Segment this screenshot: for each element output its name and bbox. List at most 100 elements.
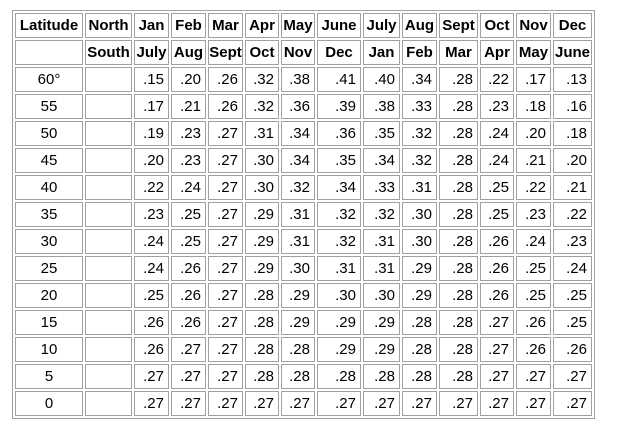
value-cell: .27 [171, 337, 206, 362]
value-cell: .18 [516, 94, 551, 119]
value-cell: .21 [516, 148, 551, 173]
value-cell: .29 [245, 256, 279, 281]
empty-cell [85, 256, 132, 281]
latitude-cell: 50 [15, 121, 83, 146]
value-cell: .28 [439, 337, 478, 362]
value-cell: .26 [480, 283, 514, 308]
value-cell: .25 [171, 229, 206, 254]
value-cell: .35 [363, 121, 400, 146]
value-cell: .25 [134, 283, 169, 308]
latitude-cell: 25 [15, 256, 83, 281]
value-cell: .23 [134, 202, 169, 227]
value-cell: .22 [480, 67, 514, 92]
value-cell: .26 [553, 337, 592, 362]
value-cell: .24 [480, 121, 514, 146]
empty-cell [85, 94, 132, 119]
month-header-cell: June [553, 40, 592, 65]
value-cell: .21 [553, 175, 592, 200]
value-cell: .20 [171, 67, 206, 92]
value-cell: .27 [439, 391, 478, 416]
month-header-cell: Jan [134, 13, 169, 38]
value-cell: .25 [516, 256, 551, 281]
value-cell: .32 [245, 67, 279, 92]
value-cell: .28 [439, 67, 478, 92]
value-cell: .27 [208, 283, 243, 308]
value-cell: .26 [134, 337, 169, 362]
month-header-cell: Mar [208, 13, 243, 38]
value-cell: .32 [317, 229, 361, 254]
value-cell: .24 [171, 175, 206, 200]
value-cell: .29 [317, 337, 361, 362]
table-row: 60° .15.20.26.32.38.41.40.34.28.22.17.13 [15, 67, 592, 92]
empty-cell [85, 229, 132, 254]
month-header-cell: May [281, 13, 315, 38]
value-cell: .20 [134, 148, 169, 173]
value-cell: .33 [402, 94, 437, 119]
month-header-cell: July [363, 13, 400, 38]
value-cell: .38 [363, 94, 400, 119]
empty-cell [85, 337, 132, 362]
value-cell: .27 [208, 202, 243, 227]
value-cell: .26 [208, 67, 243, 92]
value-cell: .28 [402, 310, 437, 335]
value-cell: .34 [402, 67, 437, 92]
value-cell: .29 [363, 337, 400, 362]
table-row: 35.23.25.27.29.31.32.32.30.28.25.23.22 [15, 202, 592, 227]
value-cell: .27 [480, 310, 514, 335]
value-cell: .29 [363, 310, 400, 335]
table-row: 5.27.27.27.28.28.28.28.28.28.27.27.27 [15, 364, 592, 389]
value-cell: .34 [317, 175, 361, 200]
latitude-header-cell: Latitude [15, 13, 83, 38]
latitude-cell: 55 [15, 94, 83, 119]
value-cell: .24 [516, 229, 551, 254]
value-cell: .38 [281, 67, 315, 92]
value-cell: .28 [245, 364, 279, 389]
value-cell: .41 [317, 67, 361, 92]
month-header-cell: Oct [245, 40, 279, 65]
value-cell: .27 [553, 364, 592, 389]
value-cell: .32 [402, 148, 437, 173]
value-cell: .34 [281, 121, 315, 146]
value-cell: .25 [516, 283, 551, 308]
value-cell: .26 [516, 337, 551, 362]
latitude-cell: 15 [15, 310, 83, 335]
value-cell: .23 [553, 229, 592, 254]
header-row-south: South July Aug Sept Oct Nov Dec Jan Feb Mar Apr May… [15, 40, 592, 65]
value-cell: .26 [134, 310, 169, 335]
value-cell: .34 [363, 148, 400, 173]
value-cell: .31 [281, 229, 315, 254]
value-cell: .24 [134, 229, 169, 254]
month-header-cell: Feb [402, 40, 437, 65]
value-cell: .23 [171, 121, 206, 146]
value-cell: .30 [245, 175, 279, 200]
value-cell: .28 [439, 283, 478, 308]
value-cell: .31 [245, 121, 279, 146]
value-cell: .28 [439, 148, 478, 173]
value-cell: .34 [281, 148, 315, 173]
value-cell: .30 [402, 202, 437, 227]
value-cell: .27 [208, 310, 243, 335]
empty-cell [85, 148, 132, 173]
value-cell: .31 [363, 229, 400, 254]
value-cell: .28 [439, 229, 478, 254]
value-cell: .19 [134, 121, 169, 146]
value-cell: .28 [439, 121, 478, 146]
value-cell: .39 [317, 94, 361, 119]
table-row: 45.20.23.27.30.34.35.34.32.28.24.21.20 [15, 148, 592, 173]
month-header-cell: July [134, 40, 169, 65]
month-header-cell: Feb [171, 13, 206, 38]
value-cell: .23 [171, 148, 206, 173]
value-cell: .25 [553, 283, 592, 308]
value-cell: .27 [317, 391, 361, 416]
month-header-cell: Apr [480, 40, 514, 65]
value-cell: .35 [317, 148, 361, 173]
value-cell: .30 [317, 283, 361, 308]
month-header-cell: Apr [245, 13, 279, 38]
value-cell: .27 [208, 364, 243, 389]
value-cell: .32 [363, 202, 400, 227]
value-cell: .18 [553, 121, 592, 146]
month-header-cell: Jan [363, 40, 400, 65]
month-header-cell: Dec [317, 40, 361, 65]
hemisphere-header-cell: South [85, 40, 132, 65]
value-cell: .27 [281, 391, 315, 416]
